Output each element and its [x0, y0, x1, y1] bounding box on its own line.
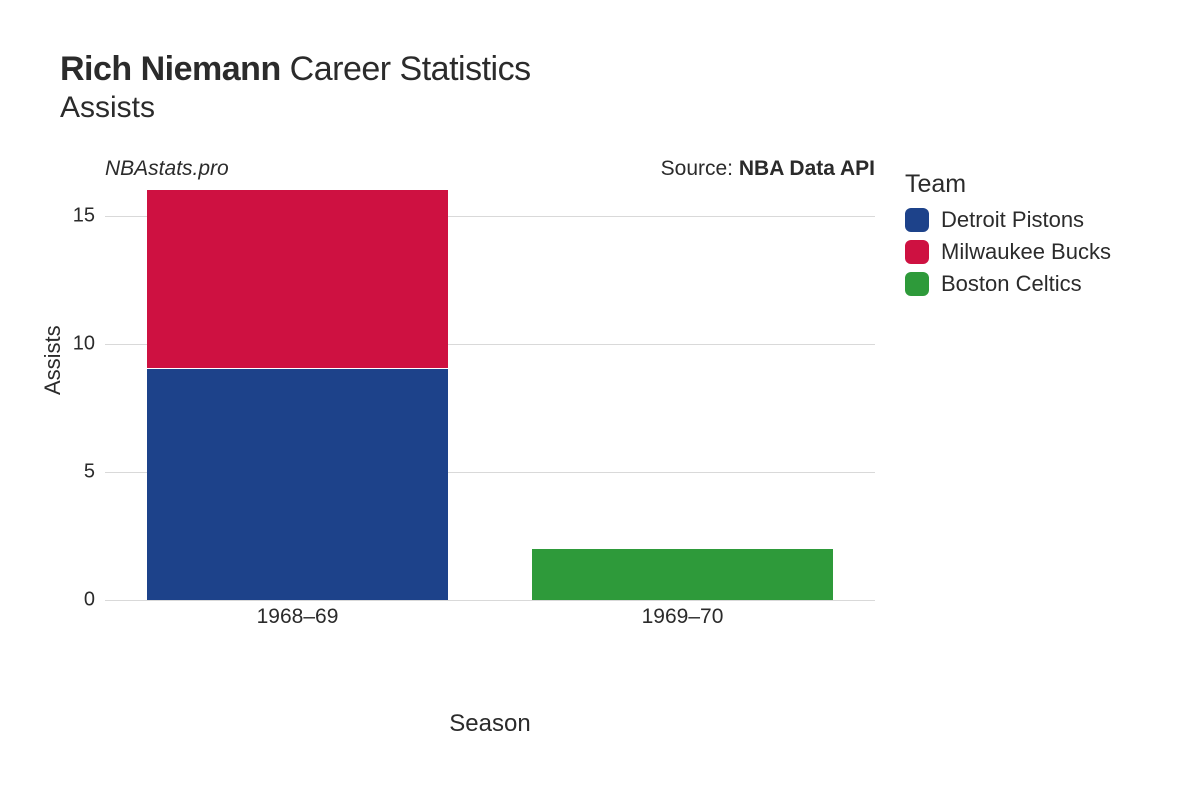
- bar-segment: [147, 190, 447, 369]
- legend-label: Boston Celtics: [941, 271, 1082, 297]
- x-tick-label: 1968–69: [257, 605, 339, 629]
- legend-item: Detroit Pistons: [905, 207, 1111, 233]
- legend-item: Boston Celtics: [905, 271, 1111, 297]
- title-player-name: Rich Niemann: [60, 50, 281, 88]
- y-tick-label: 15: [55, 204, 95, 227]
- grid-line: [105, 600, 875, 601]
- legend-item: Milwaukee Bucks: [905, 239, 1111, 265]
- chart-area: 051015: [105, 150, 875, 640]
- chart-title: Rich Niemann Career Statistics: [60, 50, 1140, 89]
- legend-swatch: [905, 272, 929, 296]
- bar-segment: [147, 369, 447, 600]
- chart-subtitle: Assists: [60, 91, 1140, 125]
- title-suffix: Career Statistics: [290, 50, 531, 88]
- plot-region: [105, 190, 875, 600]
- y-tick-label: 10: [55, 332, 95, 355]
- legend-title: Team: [905, 170, 1111, 199]
- x-tick-label: 1969–70: [642, 605, 724, 629]
- legend: Team Detroit Pistons Milwaukee Bucks Bosto…: [905, 170, 1111, 303]
- bar-segment: [532, 549, 832, 600]
- x-axis-label: Season: [105, 710, 875, 738]
- legend-label: Detroit Pistons: [941, 207, 1084, 233]
- legend-swatch: [905, 208, 929, 232]
- y-tick-label: 5: [55, 460, 95, 483]
- chart-container: Rich Niemann Career Statistics Assists N…: [0, 0, 1200, 800]
- legend-label: Milwaukee Bucks: [941, 239, 1111, 265]
- y-tick-label: 0: [55, 589, 95, 612]
- legend-swatch: [905, 240, 929, 264]
